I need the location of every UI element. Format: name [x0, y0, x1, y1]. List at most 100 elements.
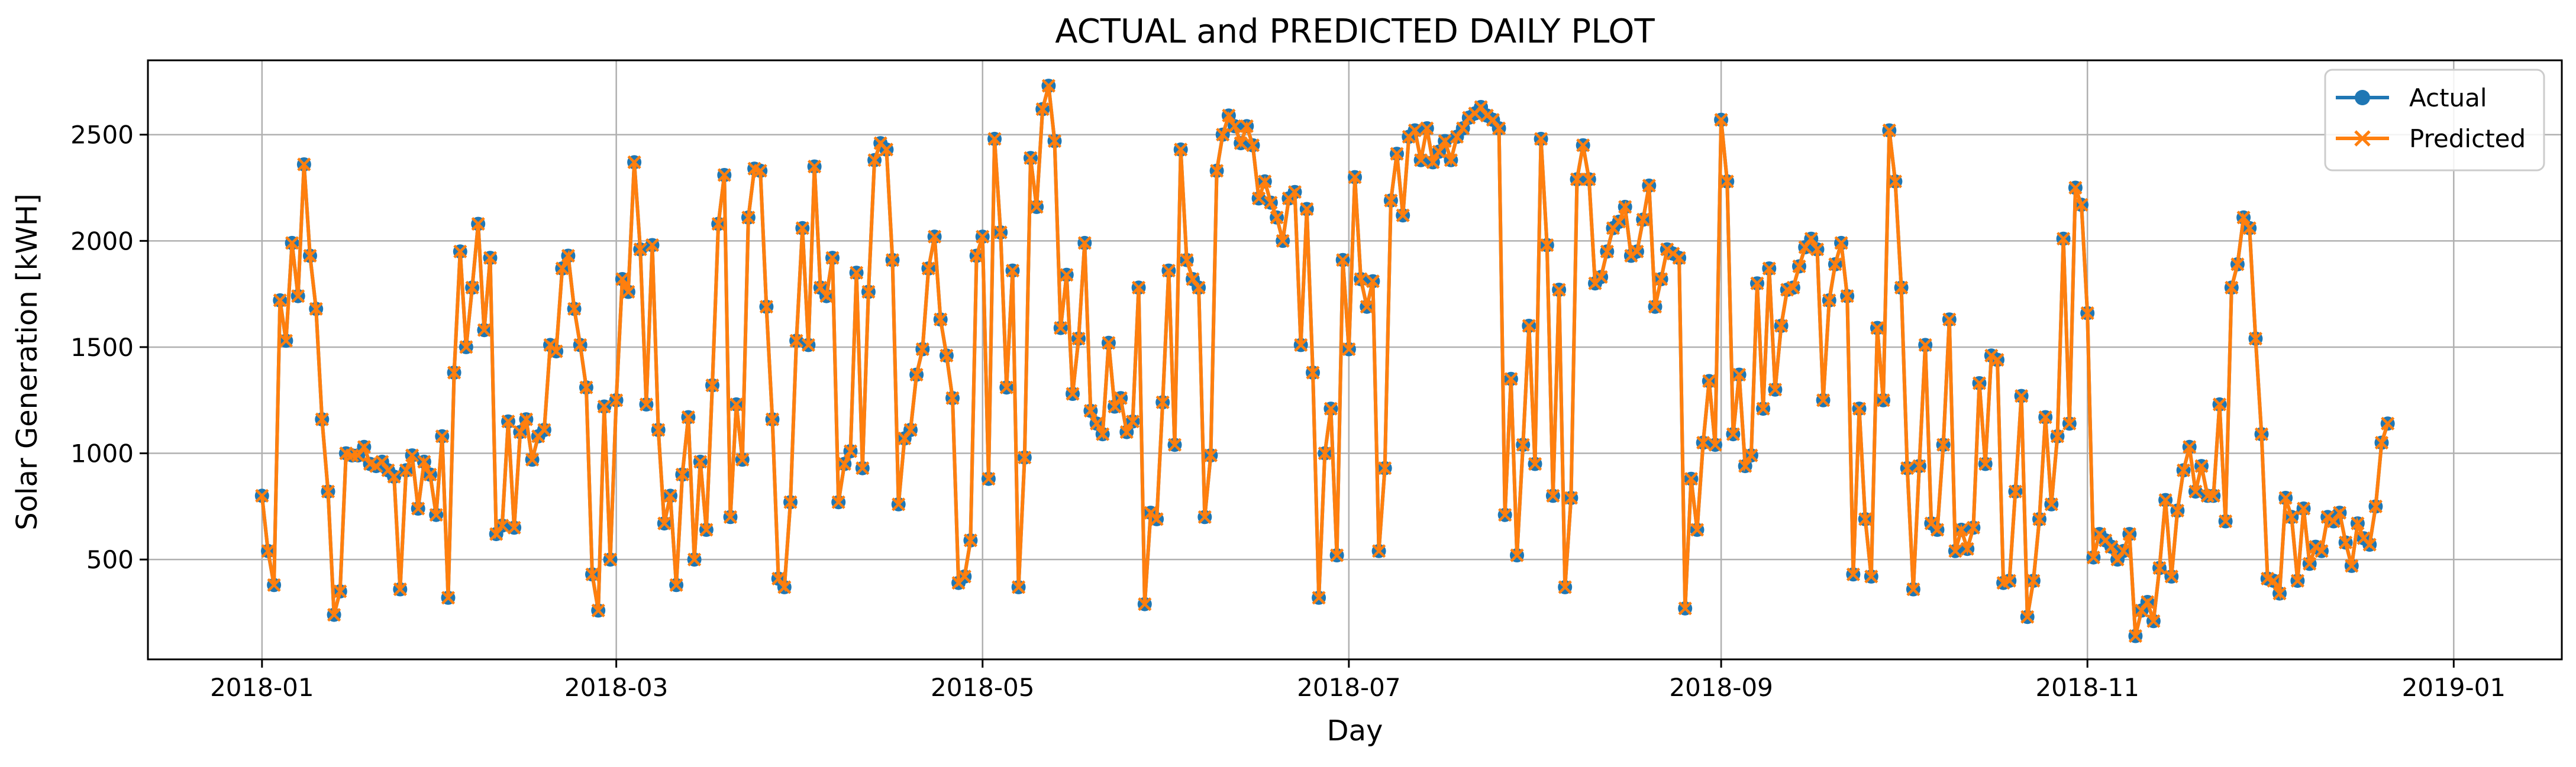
legend-predicted-label: Predicted: [2409, 124, 2526, 153]
predicted-point: [1060, 268, 1074, 282]
predicted-point: [2128, 629, 2142, 643]
predicted-point: [711, 217, 725, 231]
predicted-point: [2146, 614, 2161, 628]
predicted-point: [1498, 508, 1512, 522]
y-tick-label: 1000: [70, 439, 134, 468]
predicted-point: [879, 143, 893, 157]
predicted-point: [273, 293, 287, 308]
predicted-point: [909, 368, 924, 382]
predicted-point: [976, 229, 990, 244]
plot-frame: [147, 59, 2563, 661]
predicted-point: [567, 302, 582, 316]
predicted-point: [2086, 551, 2100, 565]
predicted-point: [1420, 121, 1434, 135]
predicted-point: [669, 578, 683, 592]
predicted-point: [1083, 404, 1097, 418]
predicted-point: [861, 284, 876, 299]
predicted-point: [2062, 416, 2077, 431]
predicted-point: [1444, 153, 1458, 167]
predicted-point: [1203, 448, 1218, 462]
predicted-point: [1654, 272, 1668, 286]
predicted-point: [2044, 497, 2058, 512]
predicted-point: [982, 472, 996, 486]
predicted-point: [993, 225, 1008, 240]
predicted-point: [801, 338, 815, 352]
predicted-point: [765, 412, 780, 426]
predicted-point: [1576, 138, 1590, 153]
predicted-point: [1113, 391, 1128, 405]
predicted-point: [814, 280, 828, 294]
legend-box: [2324, 69, 2545, 171]
predicted-point: [2362, 538, 2377, 552]
predicted-point: [1287, 185, 1302, 199]
predicted-point: [573, 338, 587, 352]
predicted-point: [537, 423, 551, 437]
predicted-point: [1540, 238, 1554, 253]
predicted-point: [585, 567, 599, 581]
predicted-point: [1774, 319, 1789, 333]
predicted-point: [2297, 501, 2311, 516]
predicted-point: [1018, 451, 1032, 465]
predicted-point: [1150, 512, 1164, 526]
predicted-point: [1090, 416, 1104, 431]
predicted-point: [2032, 512, 2046, 526]
predicted-point: [1318, 446, 1332, 461]
predicted-point: [1029, 200, 1044, 214]
predicted-point: [777, 580, 792, 594]
predicted-point: [2050, 429, 2065, 444]
predicted-point: [675, 467, 689, 482]
predicted-point: [261, 544, 275, 558]
predicted-point: [663, 488, 677, 503]
predicted-point: [609, 393, 624, 407]
predicted-point: [1828, 257, 1842, 271]
predicted-point: [2254, 427, 2269, 441]
x-tick-label: 2018-01: [210, 673, 314, 702]
predicted-point: [2020, 610, 2035, 624]
predicted-point: [2170, 503, 2184, 518]
predicted-point: [351, 448, 365, 462]
x-tick-label: 2018-05: [931, 673, 1035, 702]
predicted-point: [1210, 164, 1224, 178]
predicted-point: [1672, 251, 1686, 265]
predicted-point: [1432, 144, 1446, 159]
predicted-point: [2122, 527, 2136, 541]
chart-title: ACTUAL and PREDICTED DAILY PLOT: [1055, 12, 1655, 51]
predicted-point: [1119, 425, 1134, 439]
predicted-point: [2188, 484, 2203, 499]
predicted-point: [2158, 493, 2173, 507]
predicted-point: [1534, 132, 1548, 146]
predicted-point: [1174, 143, 1188, 157]
predicted-point: [903, 423, 918, 437]
predicted-point: [2267, 574, 2281, 588]
predicted-point: [1522, 319, 1536, 333]
predicted-point: [435, 429, 449, 444]
predicted-point: [1750, 276, 1764, 290]
predicted-point: [2183, 440, 2197, 454]
predicted-point: [315, 412, 329, 426]
predicted-point: [1978, 457, 1993, 471]
predicted-point: [1822, 293, 1836, 308]
predicted-point: [2008, 484, 2022, 499]
predicted-point: [1384, 193, 1398, 208]
predicted-point: [2080, 306, 2094, 321]
predicted-point: [579, 380, 593, 394]
predicted-point: [1492, 121, 1506, 135]
predicted-point: [471, 217, 485, 231]
predicted-point: [1936, 438, 1951, 452]
predicted-point: [507, 520, 521, 535]
predicted-point: [1216, 128, 1230, 142]
predicted-point: [603, 552, 618, 567]
predicted-point: [1108, 399, 1122, 414]
predicted-point: [1852, 402, 1867, 416]
predicted-point: [1948, 544, 1962, 558]
predicted-point: [1336, 253, 1350, 267]
predicted-point: [1816, 393, 1831, 407]
predicted-point: [1005, 264, 1020, 278]
plot-area: [254, 79, 2395, 643]
predicted-point: [2326, 514, 2341, 529]
predicted-point: [1474, 100, 1488, 114]
predicted-point: [1918, 338, 1932, 352]
predicted-point: [303, 248, 317, 263]
predicted-point: [267, 578, 281, 592]
predicted-point: [1125, 415, 1140, 429]
